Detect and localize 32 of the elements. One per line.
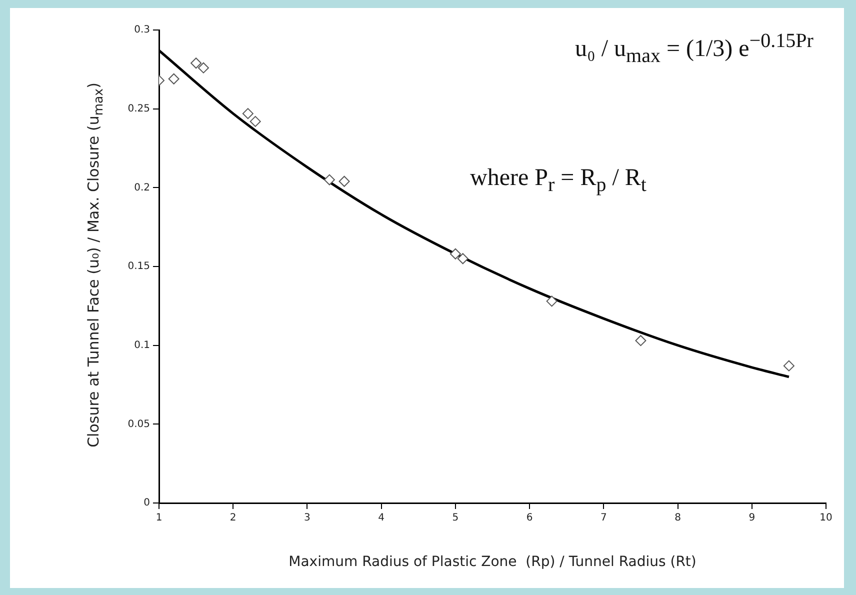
point xyxy=(338,176,350,187)
x-axis-title: Maximum Radius of Plastic Zone (Rp) / Tunnel Radius (Rt) xyxy=(288,554,696,570)
point xyxy=(250,116,261,127)
x-tick-label: 3 xyxy=(304,512,310,524)
x-tick-label: 1 xyxy=(156,512,162,524)
x-tick-label: 4 xyxy=(378,512,385,524)
point xyxy=(546,296,558,307)
x-tick-label: 8 xyxy=(674,512,681,524)
point xyxy=(242,108,254,120)
point xyxy=(450,248,461,260)
y-tick-label: 0.15 xyxy=(128,261,150,272)
point xyxy=(324,174,335,186)
y-tick-label: 0.3 xyxy=(134,24,150,36)
y-tick-label: 0 xyxy=(144,498,150,509)
y-tick-label: 0.1 xyxy=(134,340,150,351)
annotation: where P$_{r}$ = R$_{p}$ / R$_{t}$ xyxy=(470,165,646,197)
y-tick-label: 0.05 xyxy=(128,418,150,430)
y-tick-label: 0.25 xyxy=(128,103,150,114)
x-tick-label: 2 xyxy=(230,512,236,524)
x-tick-label: 9 xyxy=(748,512,756,524)
point xyxy=(457,253,468,264)
point xyxy=(783,360,794,372)
x-tick-label: 10 xyxy=(820,512,832,524)
annotation: u₀ / u$_{max}$ = (1/3) e$^{−0.15Pr}$ xyxy=(575,30,814,68)
point xyxy=(635,335,646,346)
point xyxy=(190,58,202,69)
point xyxy=(198,62,209,74)
point xyxy=(168,73,180,84)
y-tick-label: 0.2 xyxy=(134,182,150,194)
x-tick-label: 7 xyxy=(600,512,607,524)
x-tick-label: 5 xyxy=(452,512,459,524)
x-tick-label: 6 xyxy=(526,512,533,524)
